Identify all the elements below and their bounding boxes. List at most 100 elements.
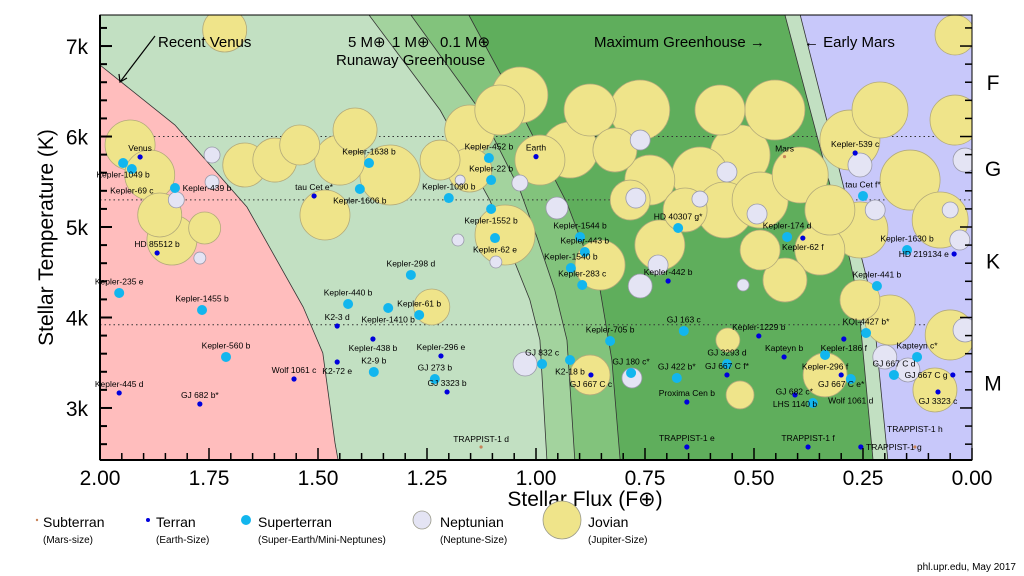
- terran-planet-point: [950, 372, 956, 378]
- planet-label: Kepler-62 e: [473, 245, 517, 255]
- planet-label: HD 85512 b: [134, 239, 180, 249]
- neptunian-planet-point: [512, 351, 538, 377]
- terran-planet-point: [197, 401, 203, 407]
- planet-label: Kepler-1630 b: [880, 233, 934, 243]
- superterran-planet-point: [579, 246, 590, 257]
- jovian-planet-point: [563, 83, 617, 137]
- superterran-planet-point: [673, 222, 684, 233]
- planet-label: Proxima Cen b: [659, 388, 715, 398]
- planet-label: Kepler-443 b: [560, 235, 609, 245]
- planet-label: Kepler-1410 b: [361, 314, 415, 324]
- planet-label: Kepler-445 d: [95, 379, 144, 389]
- superterran-planet-point: [575, 231, 586, 242]
- planet-label: tau Cet e*: [295, 182, 333, 192]
- planet-label: GJ 667 C g: [905, 370, 948, 380]
- jovian-planet-point: [744, 79, 806, 141]
- planet-label: Kapteyn c*: [897, 340, 939, 350]
- terran-planet-point: [852, 150, 858, 156]
- terran-planet-point: [154, 250, 160, 256]
- planet-label: K2-3 d: [325, 312, 350, 322]
- neptunian-planet-point: [489, 255, 503, 269]
- superterran-planet-point: [368, 366, 379, 377]
- terran-planet-point: [588, 372, 594, 378]
- legend-superterran-sublabel: (Super-Earth/Mini-Neptunes): [258, 535, 386, 546]
- planet-label: KOI-4427 b*: [843, 316, 890, 326]
- legend-subterran-sublabel: (Mars-size): [43, 535, 93, 546]
- x-tick-label: 0.25: [843, 467, 884, 490]
- legend-jovian-sublabel: (Jupiter-Size): [588, 535, 647, 546]
- jovian-planet-point: [929, 94, 972, 146]
- terran-planet-point: [334, 323, 340, 329]
- jovian-planet-point: [839, 279, 881, 321]
- planet-label: Kepler-174 d: [763, 220, 812, 230]
- neptunian-planet-point: [864, 199, 886, 221]
- x-tick-label: 1.25: [407, 467, 448, 490]
- superterran-planet-point: [807, 397, 818, 408]
- runaway-01-mass-label: 0.1 M⊕: [440, 34, 490, 51]
- jovian-planet-point: [592, 127, 638, 173]
- jovian-planet-point: [851, 81, 909, 139]
- x-tick-label: 2.00: [80, 467, 121, 490]
- planet-label: Kepler-705 b: [586, 325, 635, 335]
- superterran-planet-point: [114, 287, 125, 298]
- planet-label: Kepler-283 c: [558, 269, 607, 279]
- planet-label: K2-9 b: [361, 355, 386, 365]
- planet-label: K2-72 e: [322, 366, 352, 376]
- planet-label: Kepler-438 b: [349, 343, 398, 353]
- superterran-planet-point: [626, 367, 637, 378]
- runaway-1-mass-label: 1 M⊕: [392, 34, 430, 51]
- superterran-planet-point: [678, 325, 689, 336]
- superterran-planet-point: [721, 358, 732, 369]
- superterran-planet-point: [486, 175, 497, 186]
- neptunian-planet-point: [647, 254, 669, 276]
- neptunian-planet-point: [952, 147, 972, 173]
- planet-label: LHS 1140 b: [773, 399, 818, 409]
- planet-label: TRAPPIST-1 h: [887, 424, 943, 434]
- x-tick-label: 0.00: [952, 467, 993, 490]
- terran-planet-point: [951, 251, 957, 257]
- x-tick-label: 0.75: [625, 467, 666, 490]
- superterran-planet-point: [414, 309, 425, 320]
- jovian-planet-point: [279, 124, 321, 166]
- early-mars-label: ← Early Mars: [804, 34, 895, 51]
- planet-label: GJ 667 C c: [570, 379, 613, 389]
- terran-planet-point: [858, 444, 864, 450]
- planet-label: TRAPPIST-1 e: [659, 433, 715, 443]
- planet-label: Kepler-296 f: [802, 361, 849, 371]
- terran-planet-point: [841, 336, 847, 342]
- planet-label: Kepler-452 b: [465, 142, 514, 152]
- superterran-planet-point: [912, 351, 923, 362]
- spectral-class-label: M: [984, 373, 1002, 396]
- arrow-head-icon: [118, 73, 128, 83]
- planet-label: GJ 3293 d: [707, 347, 746, 357]
- superterran-planet-point: [888, 369, 899, 380]
- jovian-planet-point: [879, 149, 941, 211]
- neptunian-planet-point: [204, 174, 220, 190]
- legend-terran-label: Terran: [156, 514, 196, 530]
- spectral-class-label: F: [987, 72, 1000, 95]
- superterran-planet-point: [902, 244, 913, 255]
- jovian-planet-point: [299, 189, 351, 241]
- planet-label: HD 40307 g*: [654, 211, 703, 221]
- zone-early-mars-edge: [784, 15, 888, 460]
- jovian-planet-point: [202, 15, 248, 53]
- planet-label: Wolf 1061 d: [828, 396, 873, 406]
- planet-label: Kepler-1606 b: [333, 196, 387, 206]
- planet-label: Kepler-1455 b: [175, 293, 229, 303]
- planet-label: Kepler-22 b: [469, 164, 513, 174]
- boundary-recent-venus: [100, 64, 339, 460]
- y-tick-label: 7k: [66, 36, 89, 59]
- terran-planet-point: [805, 444, 811, 450]
- planet-label: Kepler-62 f: [782, 242, 824, 252]
- planet-label: TRAPPIST-1 f: [781, 433, 835, 443]
- terran-planet-point: [533, 154, 539, 160]
- planet-label: Kepler-235 e: [95, 276, 144, 286]
- planet-label: TRAPPIST-1 g: [866, 442, 922, 452]
- neptunian-planet-point: [941, 201, 959, 219]
- superterran-planet-point: [221, 351, 232, 362]
- neptunian-planet-point: [625, 187, 647, 209]
- terran-planet-point: [724, 372, 730, 378]
- legend-subterran-label: Subterran: [43, 514, 104, 530]
- planet-label: GJ 682 b*: [181, 390, 219, 400]
